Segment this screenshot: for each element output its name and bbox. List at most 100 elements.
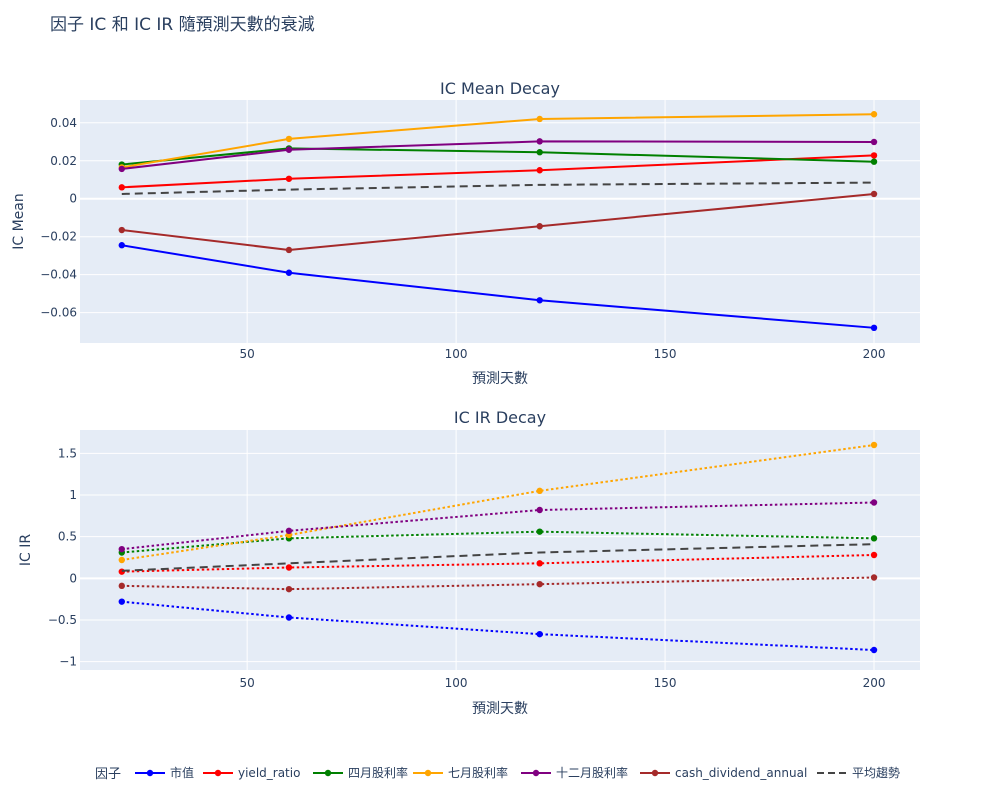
legend-marker	[532, 769, 540, 777]
data-point	[536, 115, 543, 123]
subplot-title: IC IR Decay	[454, 408, 546, 427]
legend-marker	[651, 769, 659, 777]
data-point	[870, 158, 878, 165]
y-tick-label: 0.5	[58, 530, 77, 544]
data-point	[536, 506, 543, 514]
legend-marker	[146, 769, 154, 777]
legend-label: yield_ratio	[238, 766, 300, 780]
data-point	[870, 499, 878, 506]
data-point	[118, 165, 125, 173]
plot-area-1	[80, 100, 920, 343]
data-point	[870, 646, 878, 654]
data-point	[870, 535, 878, 542]
series-line	[121, 244, 875, 329]
data-point	[536, 149, 543, 156]
legend-title: 因子	[95, 767, 121, 782]
figure-title: 因子 IC 和 IC IR 隨預測天數的衰減	[50, 15, 315, 35]
data-point	[285, 146, 293, 153]
x-axis-label: 預測天數	[472, 701, 528, 717]
y-tick-label: −1	[59, 655, 77, 669]
series-line	[121, 181, 875, 195]
x-tick-label: 200	[863, 347, 886, 361]
data-point	[118, 226, 125, 234]
y-tick-label: −0.02	[40, 230, 77, 244]
series-line	[121, 576, 875, 591]
data-point	[118, 184, 125, 191]
data-point	[536, 297, 543, 304]
data-point	[536, 630, 543, 638]
subplot-title: IC Mean Decay	[440, 79, 560, 98]
data-point	[536, 580, 543, 588]
data-point	[870, 111, 878, 118]
data-point	[870, 152, 878, 159]
data-point	[536, 223, 543, 230]
series-line	[121, 600, 875, 651]
y-tick-label: 1	[69, 488, 77, 502]
y-tick-label: 0	[69, 192, 77, 206]
data-point	[118, 545, 125, 553]
y-tick-label: 0	[69, 571, 77, 585]
plot-area-2	[80, 430, 920, 670]
data-point	[285, 269, 293, 276]
legend-marker	[214, 769, 222, 777]
legend-label: 十二月股利率	[556, 765, 628, 780]
data-point	[118, 556, 125, 564]
data-point	[536, 487, 543, 495]
data-point	[870, 190, 878, 198]
x-tick-label: 50	[240, 347, 255, 361]
x-tick-label: 100	[445, 676, 468, 690]
data-point	[285, 135, 293, 143]
data-point	[285, 614, 293, 621]
x-tick-label: 100	[445, 347, 468, 361]
data-point	[870, 138, 878, 146]
series-line	[121, 444, 875, 561]
y-tick-label: −0.06	[40, 306, 77, 320]
series-line	[121, 113, 875, 169]
data-point	[285, 527, 293, 535]
legend-label: 四月股利率	[348, 765, 408, 780]
data-point	[118, 582, 125, 590]
y-tick-label: 1.5	[58, 446, 77, 460]
series-line	[121, 140, 875, 170]
y-tick-label: −0.5	[48, 613, 77, 627]
data-point	[285, 585, 293, 593]
data-point	[285, 175, 293, 182]
y-axis-label: IC IR	[18, 534, 34, 566]
series-line	[121, 192, 875, 251]
legend-label: 平均趨勢	[852, 765, 900, 780]
x-tick-label: 200	[863, 676, 886, 690]
data-point	[536, 167, 543, 174]
series-line	[121, 501, 875, 551]
series-line	[121, 543, 875, 572]
data-point	[870, 441, 878, 449]
legend-label: cash_dividend_annual	[675, 766, 807, 780]
x-tick-label: 50	[240, 676, 255, 690]
legend-label: 七月股利率	[448, 765, 508, 780]
data-point	[536, 560, 543, 567]
series-line	[121, 530, 875, 554]
x-axis-label: 預測天數	[472, 371, 528, 387]
series-line	[121, 554, 875, 573]
data-point	[536, 528, 543, 535]
y-tick-label: 0.04	[50, 116, 77, 130]
y-axis-label: IC Mean	[11, 193, 27, 250]
legend-marker	[424, 769, 432, 777]
x-tick-label: 150	[654, 347, 677, 361]
data-point	[118, 598, 125, 605]
y-tick-label: 0.02	[50, 154, 77, 168]
y-tick-label: −0.04	[40, 268, 77, 282]
legend-label: 市值	[170, 765, 194, 780]
data-point	[870, 574, 878, 581]
data-point	[118, 242, 125, 249]
series-line	[121, 147, 875, 166]
data-point	[870, 551, 878, 559]
data-point	[870, 324, 878, 332]
series-line	[121, 154, 875, 189]
legend-marker	[324, 769, 332, 777]
data-point	[285, 246, 293, 254]
data-point	[536, 138, 543, 145]
x-tick-label: 150	[654, 676, 677, 690]
data-point	[285, 564, 293, 571]
